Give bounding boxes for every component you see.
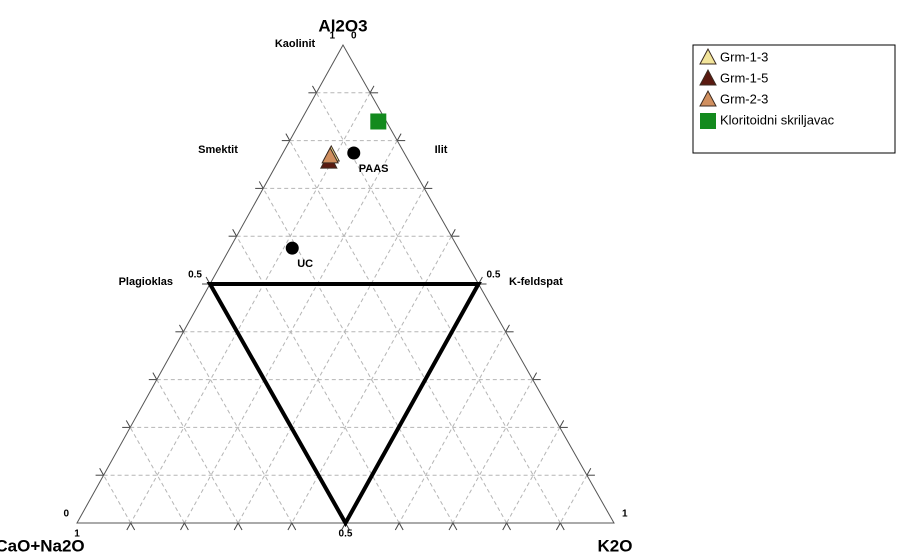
grid-line [103,474,132,524]
grid-line [289,140,508,524]
tick-mark [586,467,592,476]
tick-label: 1 [74,529,80,540]
tick-mark [285,133,291,141]
axis-label-left: CaO+Na2O [0,536,85,555]
legend [692,44,896,154]
data-point [321,146,339,164]
legend-marker [700,113,716,129]
tick-mark [179,324,184,333]
tick-mark [232,228,238,237]
mineral-label: Smektit [198,144,238,156]
tick-mark [258,181,264,189]
tick-mark [312,85,317,94]
tick-mark [506,522,511,531]
legend-label: Grm-1-5 [720,70,768,85]
tick-mark [505,324,510,333]
tick-label: 0 [351,31,357,42]
tick-mark [180,522,185,531]
tick-mark [99,467,105,476]
tick-mark [233,522,239,531]
legend-label: Grm-2-3 [720,91,768,106]
tick-label: 0.5 [339,529,353,540]
mineral-label: Kaolinit [275,38,316,50]
tick-mark [555,522,561,531]
legend-label: Kloritoidni skriljavac [720,112,835,127]
field-outline [206,282,482,528]
tick-mark [130,522,136,531]
tick-mark [448,522,454,531]
tick-label: 0 [63,509,69,520]
tick-mark [559,522,565,531]
tick-mark [126,522,132,531]
tick-mark [532,372,538,380]
mineral-label: Ilit [435,144,448,156]
grid-line [129,427,185,524]
tick-mark [369,85,375,94]
tick-mark [502,522,508,531]
reference-label: UC [297,258,313,270]
tick-mark [394,522,400,531]
tick-label: 0.5 [487,270,501,281]
reference-label: PAAS [359,163,389,175]
tick-mark [450,228,456,237]
legend-label: Grm-1-3 [720,49,768,64]
tick-mark [237,522,243,531]
tick-mark [152,372,158,380]
reference-point [285,241,299,255]
tick-mark [183,522,189,531]
tick-label: 0.5 [188,270,202,281]
grid-line [506,427,561,524]
grid-line [156,379,239,524]
mineral-label: Plagioklas [119,276,173,288]
tick-mark [125,420,131,428]
grid-line [559,474,588,524]
grid-line [182,331,293,524]
grid [95,85,595,531]
axis-label-right: K2O [598,536,633,555]
data-point [370,113,387,130]
grid-line [262,188,454,524]
grid-line [398,331,507,524]
tick-mark [398,522,404,531]
tick-mark [396,133,402,141]
tick-label: 1 [622,509,628,520]
grid-line [237,188,425,524]
mineral-label: K-feldspat [509,276,563,288]
tick-mark [452,522,458,531]
reference-point [347,146,361,160]
grid-line [130,92,371,524]
grid-line [452,379,534,524]
tick-mark [287,522,293,531]
tick-mark [423,181,429,189]
grid-line [315,92,561,524]
tick-mark [559,420,565,428]
tick-label: 1 [329,31,335,42]
legend-marker [699,89,717,107]
legend-marker [699,47,717,65]
axis-label-top: Al2O3 [318,16,367,35]
legend-marker [699,68,717,86]
tick-mark [291,522,297,531]
